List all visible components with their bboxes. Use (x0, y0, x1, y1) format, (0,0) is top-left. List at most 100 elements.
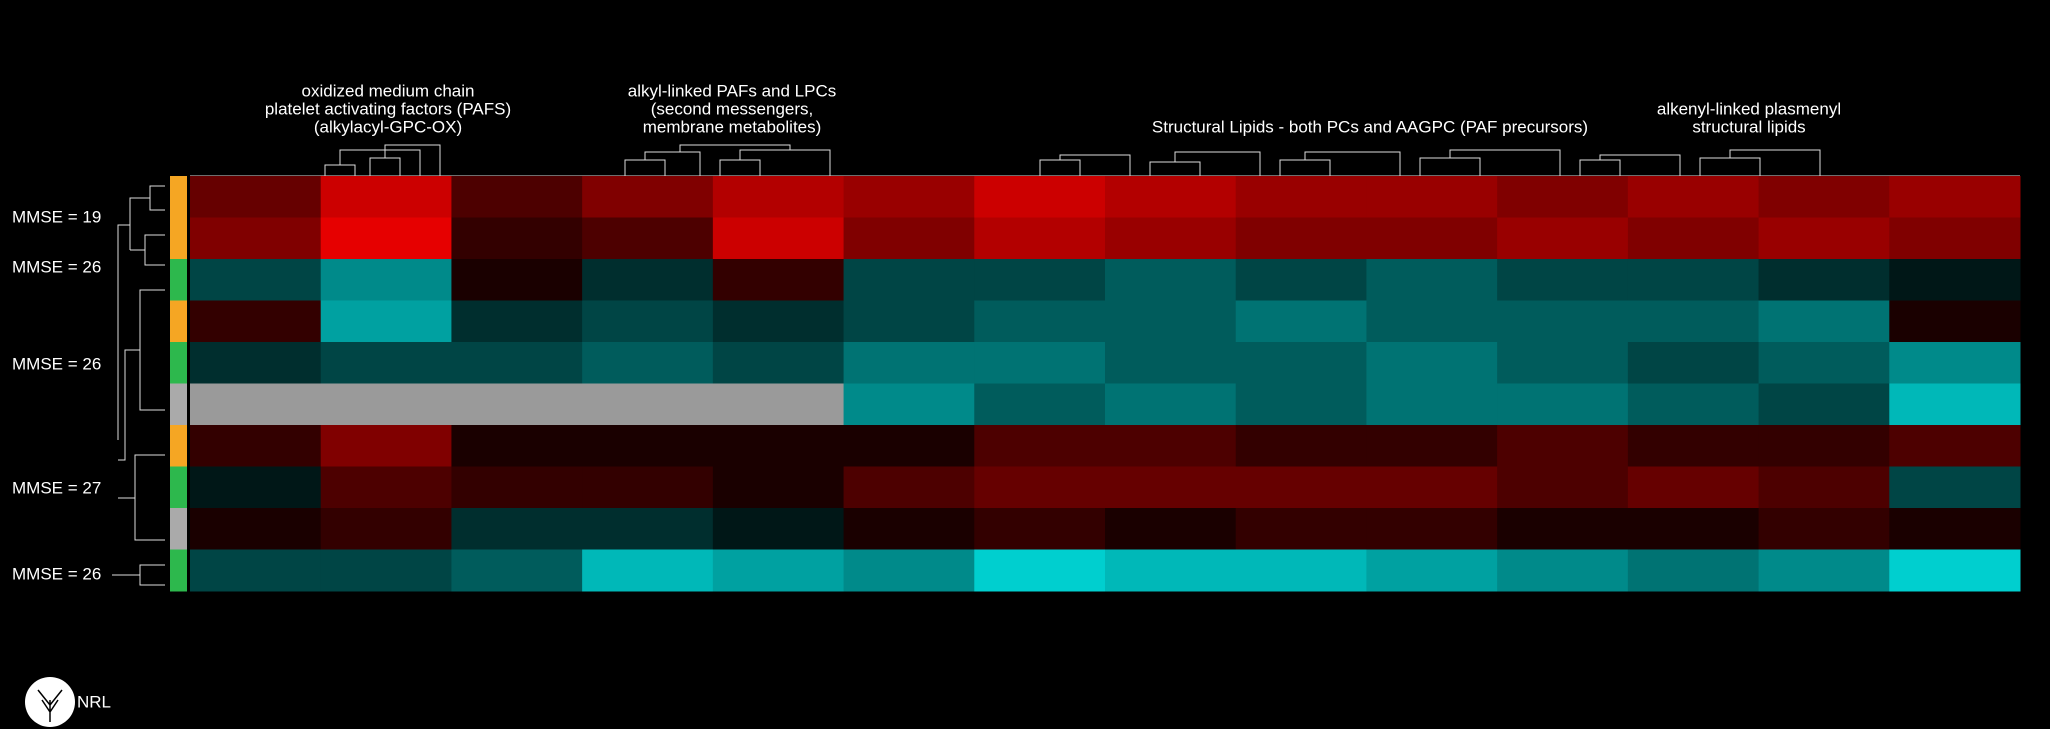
heatmap-cell (582, 342, 714, 384)
heatmap-cell (582, 425, 714, 467)
column-group-label: (second messengers, (651, 99, 814, 118)
heatmap-cell (1497, 549, 1629, 592)
heatmap-cell (320, 466, 452, 509)
row-group-label: MMSE = 26 (12, 354, 101, 373)
heatmap-cell (451, 300, 583, 343)
heatmap-cell (190, 508, 322, 550)
heatmap-cell (451, 466, 583, 509)
logo-tree (37, 689, 63, 722)
heatmap-cell (712, 300, 845, 343)
column-group-label: membrane metabolites) (643, 117, 822, 136)
heatmap-cell (582, 217, 714, 260)
heatmap-cell (1366, 383, 1498, 426)
heatmap-cell (320, 259, 452, 301)
heatmap-cell (712, 176, 845, 218)
heatmap-cell (843, 300, 975, 343)
heatmap-cell (974, 383, 1106, 426)
row-group-marker (170, 176, 187, 218)
heatmap-cell (843, 549, 975, 592)
heatmap-cell (1889, 176, 2021, 218)
logo-text: NRL (77, 692, 111, 711)
heatmap-cell (582, 466, 714, 509)
heatmap-cell (1105, 508, 1237, 550)
row-group-marker (170, 300, 187, 343)
column-group-label: structural lipids (1692, 117, 1805, 136)
heatmap-cell (1235, 425, 1367, 467)
heatmap-cell (451, 217, 583, 260)
heatmap-cell (1366, 549, 1498, 592)
heatmap-cell (1889, 383, 2021, 426)
heatmap-cell (1105, 383, 1237, 426)
heatmap-cell (1235, 342, 1367, 384)
heatmap-cell (1889, 508, 2021, 550)
heatmap-cell (320, 342, 452, 384)
heatmap-cell (1758, 383, 1890, 426)
heatmap-cell (320, 176, 452, 218)
heatmap-cell (1366, 342, 1498, 384)
heatmap-cell (320, 217, 452, 260)
heatmap-cell (1758, 300, 1890, 343)
heatmap-cell (974, 176, 1106, 218)
column-group-label: platelet activating factors (PAFS) (265, 99, 511, 118)
heatmap-cell (1105, 176, 1237, 218)
heatmap-cell (843, 508, 975, 550)
heatmap-cell (1627, 549, 1760, 592)
heatmap-cell (1627, 300, 1760, 343)
heatmap-cell (1497, 383, 1629, 426)
heatmap-cell (1758, 217, 1890, 260)
row-group-label: MMSE = 27 (12, 478, 101, 497)
heatmap-cell (1235, 549, 1367, 592)
heatmap-cell (843, 466, 975, 509)
heatmap-cell (843, 342, 975, 384)
row-group-label: MMSE = 26 (12, 257, 101, 276)
heatmap-cell (1889, 259, 2021, 301)
column-group-label: alkyl-linked PAFs and LPCs (628, 81, 837, 100)
heatmap-cell (1105, 259, 1237, 301)
heatmap-cell (1235, 259, 1367, 301)
heatmap-cell (320, 300, 452, 343)
heatmap-cell (974, 508, 1106, 550)
heatmap-cell (451, 508, 583, 550)
heatmap-cell (712, 383, 845, 426)
heatmap-cell (843, 176, 975, 218)
heatmap-cell (843, 383, 975, 426)
row-group-label: MMSE = 26 (12, 564, 101, 583)
heatmap-cell (190, 466, 322, 509)
heatmap-cell (1366, 466, 1498, 509)
row-group-marker (170, 259, 187, 301)
heatmap-cell (712, 549, 845, 592)
heatmap-cell (1889, 549, 2021, 592)
heatmap-cell (712, 342, 845, 384)
heatmap-cell (1235, 217, 1367, 260)
row-group-marker (170, 342, 187, 384)
heatmap-cell (712, 259, 845, 301)
heatmap-cell (1627, 425, 1760, 467)
heatmap-cell (582, 176, 714, 218)
heatmap-cell (712, 508, 845, 550)
heatmap-cell (190, 176, 322, 218)
heatmap-cell (1497, 466, 1629, 509)
heatmap-cell (1105, 549, 1237, 592)
row-dendrogram (112, 185, 165, 586)
heatmap-cell (1105, 300, 1237, 343)
column-group-label: oxidized medium chain (302, 81, 475, 100)
heatmap-cell (1758, 508, 1890, 550)
heatmap-cell (1758, 549, 1890, 592)
heatmap-cell (1105, 342, 1237, 384)
heatmap-cell (1497, 342, 1629, 384)
heatmap-cell (451, 383, 583, 426)
heatmap-cell (582, 259, 714, 301)
heatmap-cell (1366, 425, 1498, 467)
heatmap-cell (190, 342, 322, 384)
heatmap-cell (974, 342, 1106, 384)
heatmap-cell (451, 176, 583, 218)
heatmap-cell (974, 259, 1106, 301)
heatmap-cell (1627, 342, 1760, 384)
heatmap-cell (320, 383, 452, 426)
heatmap-cell (1366, 259, 1498, 301)
heatmap-cell (1105, 425, 1237, 467)
heatmap-cell (974, 300, 1106, 343)
heatmap-cell (582, 549, 714, 592)
column-group-label: (alkylacyl-GPC-OX) (314, 117, 462, 136)
